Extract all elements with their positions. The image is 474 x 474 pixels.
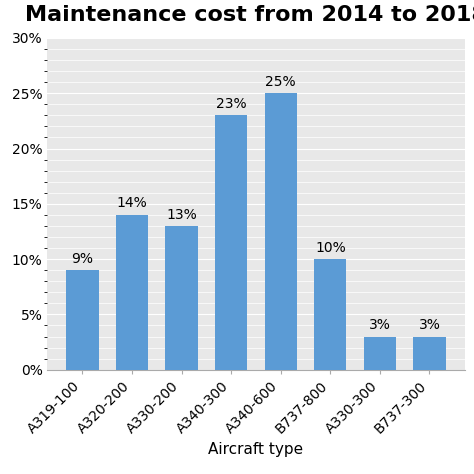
Text: 10%: 10% [315, 241, 346, 255]
Bar [314, 259, 346, 370]
Text: 23%: 23% [216, 97, 246, 111]
Bar [165, 226, 198, 370]
Text: 3%: 3% [419, 318, 440, 332]
Bar [264, 93, 297, 370]
Text: 13%: 13% [166, 208, 197, 221]
Bar [116, 215, 148, 370]
Title: Maintenance cost from 2014 to 2018: Maintenance cost from 2014 to 2018 [25, 5, 474, 25]
Text: 14%: 14% [117, 196, 147, 210]
X-axis label: Aircraft type: Aircraft type [209, 442, 303, 457]
Text: 25%: 25% [265, 75, 296, 89]
Bar [364, 337, 396, 370]
Bar [215, 115, 247, 370]
Text: 3%: 3% [369, 318, 391, 332]
Bar [413, 337, 446, 370]
Bar [66, 270, 99, 370]
Text: 9%: 9% [72, 252, 93, 266]
